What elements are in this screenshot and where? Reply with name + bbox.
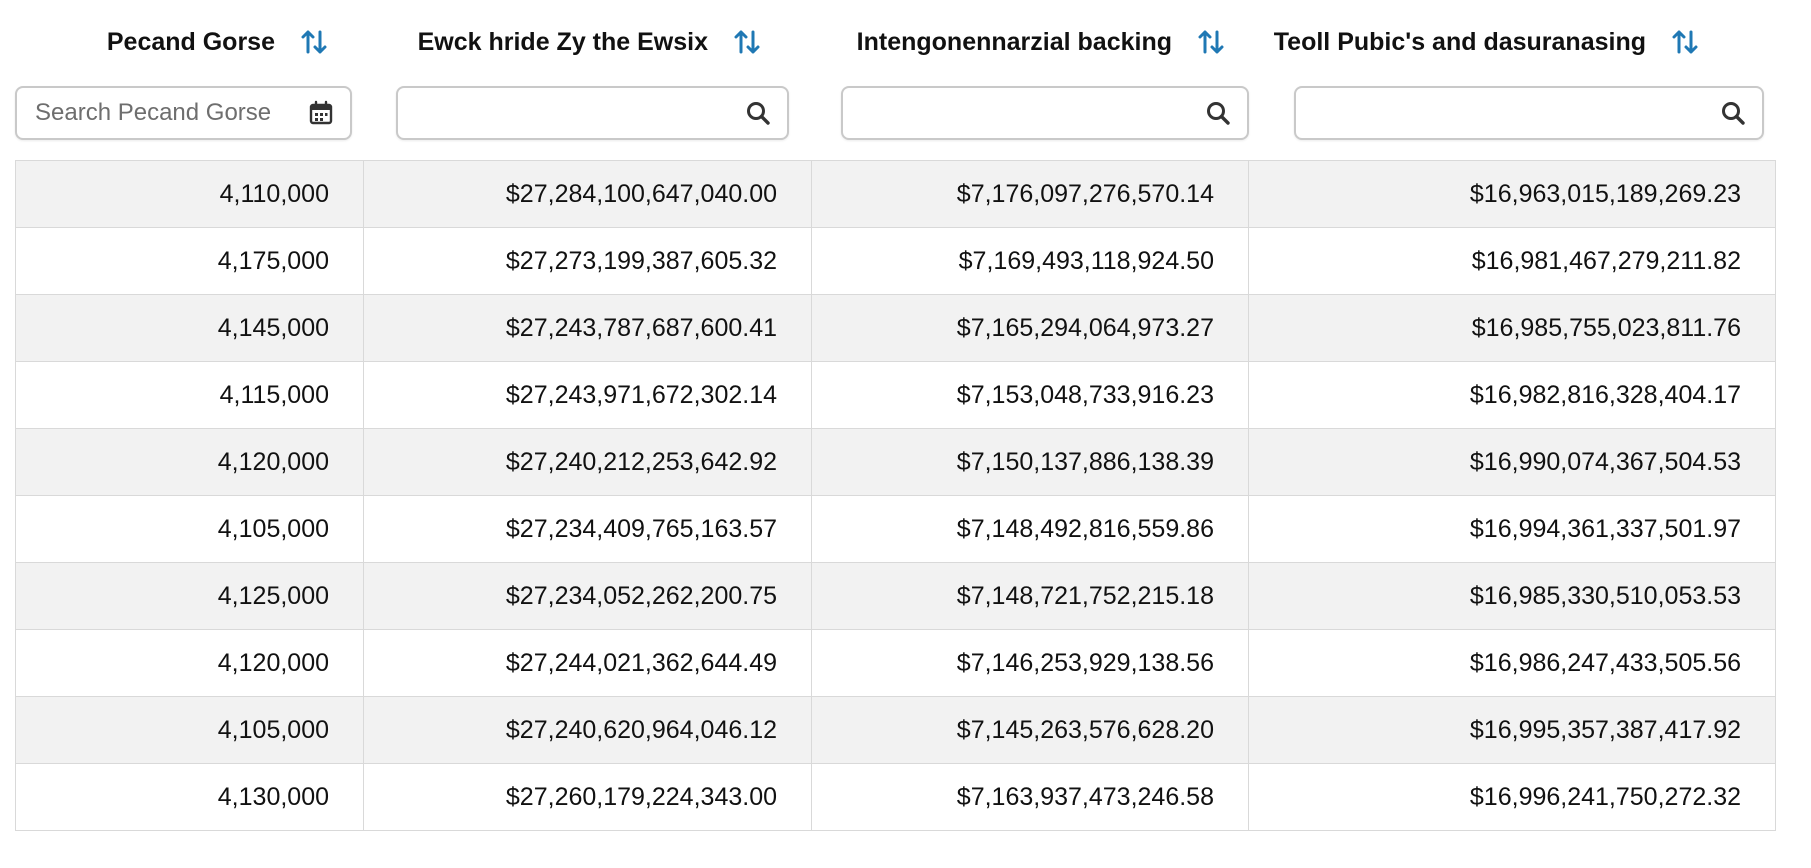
filter-box-4 [1294,86,1764,140]
table-cell: $16,981,467,279,211.82 [1248,227,1776,295]
table-cell: $7,169,493,118,924.50 [811,227,1249,295]
table-row[interactable]: 4,115,000 $27,243,971,672,302.14 $7,153,… [15,361,1776,429]
sort-arrows-icon[interactable] [730,25,764,59]
table-cell: $27,234,409,765,163.57 [363,495,812,563]
column-header-label: Intengonennarzial backing [856,27,1172,56]
table-cell: 4,105,000 [15,696,364,764]
search-input[interactable] [414,87,743,139]
table-cell: 4,120,000 [15,428,364,496]
search-icon[interactable] [743,98,773,128]
filter-box-3 [841,86,1249,140]
table-cell: $27,243,971,672,302.14 [363,361,812,429]
table-cell: $7,163,937,473,246.58 [811,763,1249,831]
table-cell: $7,153,048,733,916.23 [811,361,1249,429]
table-row[interactable]: 4,145,000 $27,243,787,687,600.41 $7,165,… [15,294,1776,362]
column-header-label: Ewck hride Zy the Ewsix [417,27,708,56]
data-table: 4,110,000 $27,284,100,647,040.00 $7,176,… [15,160,1776,831]
table-cell: $27,234,052,262,200.75 [363,562,812,630]
table-cell: $7,145,263,576,628.20 [811,696,1249,764]
table-body: 4,110,000 $27,284,100,647,040.00 $7,176,… [15,160,1776,831]
table-cell: $27,273,199,387,605.32 [363,227,812,295]
column-header-3[interactable]: Intengonennarzial backing [800,22,1228,62]
sort-arrows-icon[interactable] [1668,25,1702,59]
table-cell: $16,995,357,387,417.92 [1248,696,1776,764]
table-cell: 4,105,000 [15,495,364,563]
table-cell: $7,148,492,816,559.86 [811,495,1249,563]
search-icon[interactable] [1718,98,1748,128]
table-cell: $16,986,247,433,505.56 [1248,629,1776,697]
filter-row [0,86,1811,142]
table-row[interactable]: 4,110,000 $27,284,100,647,040.00 $7,176,… [15,160,1776,228]
header-row: Pecand Gorse Ewck hride Zy the Ewsix Int… [0,0,1811,84]
column-header-label: Pecand Gorse [106,27,275,56]
table-cell: 4,110,000 [15,160,364,228]
table-cell: $16,963,015,189,269.23 [1248,160,1776,228]
table-cell: $27,284,100,647,040.00 [363,160,812,228]
table-cell: $16,994,361,337,501.97 [1248,495,1776,563]
table-cell: $7,176,097,276,570.14 [811,160,1249,228]
table-row[interactable]: 4,175,000 $27,273,199,387,605.32 $7,169,… [15,227,1776,295]
table-cell: $27,260,179,224,343.00 [363,763,812,831]
table-row[interactable]: 4,120,000 $27,244,021,362,644.49 $7,146,… [15,629,1776,697]
column-header-4[interactable]: Teoll Pubic's and dasuranasing [1262,22,1702,62]
table-row[interactable]: 4,125,000 $27,234,052,262,200.75 $7,148,… [15,562,1776,630]
table-cell: 4,130,000 [15,763,364,831]
column-header-1[interactable]: Pecand Gorse [15,22,331,62]
table-cell: 4,120,000 [15,629,364,697]
date-filter-input[interactable] [33,87,306,139]
sort-arrows-icon[interactable] [297,25,331,59]
search-input[interactable] [859,87,1203,139]
table-row[interactable]: 4,105,000 $27,234,409,765,163.57 $7,148,… [15,495,1776,563]
search-icon[interactable] [1203,98,1233,128]
table-cell: 4,175,000 [15,227,364,295]
table-cell: $7,165,294,064,973.27 [811,294,1249,362]
table-cell: $16,985,330,510,053.53 [1248,562,1776,630]
table-row[interactable]: 4,130,000 $27,260,179,224,343.00 $7,163,… [15,763,1776,831]
filter-box-2 [396,86,789,140]
table-cell: $27,244,021,362,644.49 [363,629,812,697]
table-cell: $16,985,755,023,811.76 [1248,294,1776,362]
table-cell: 4,145,000 [15,294,364,362]
table-cell: 4,125,000 [15,562,364,630]
table-cell: $27,240,620,964,046.12 [363,696,812,764]
filter-box-1 [15,86,352,140]
table-cell: $27,243,787,687,600.41 [363,294,812,362]
table-cell: 4,115,000 [15,361,364,429]
sort-arrows-icon[interactable] [1194,25,1228,59]
table-cell: $16,982,816,328,404.17 [1248,361,1776,429]
search-input[interactable] [1312,87,1718,139]
table-cell: $7,150,137,886,138.39 [811,428,1249,496]
calendar-icon[interactable] [306,98,336,128]
table-cell: $16,990,074,367,504.53 [1248,428,1776,496]
table-cell: $7,146,253,929,138.56 [811,629,1249,697]
table-row[interactable]: 4,105,000 $27,240,620,964,046.12 $7,145,… [15,696,1776,764]
column-header-label: Teoll Pubic's and dasuranasing [1273,27,1646,56]
table-cell: $27,240,212,253,642.92 [363,428,812,496]
table-cell: $7,148,721,752,215.18 [811,562,1249,630]
table-cell: $16,996,241,750,272.32 [1248,763,1776,831]
column-header-2[interactable]: Ewck hride Zy the Ewsix [365,22,764,62]
table-row[interactable]: 4,120,000 $27,240,212,253,642.92 $7,150,… [15,428,1776,496]
